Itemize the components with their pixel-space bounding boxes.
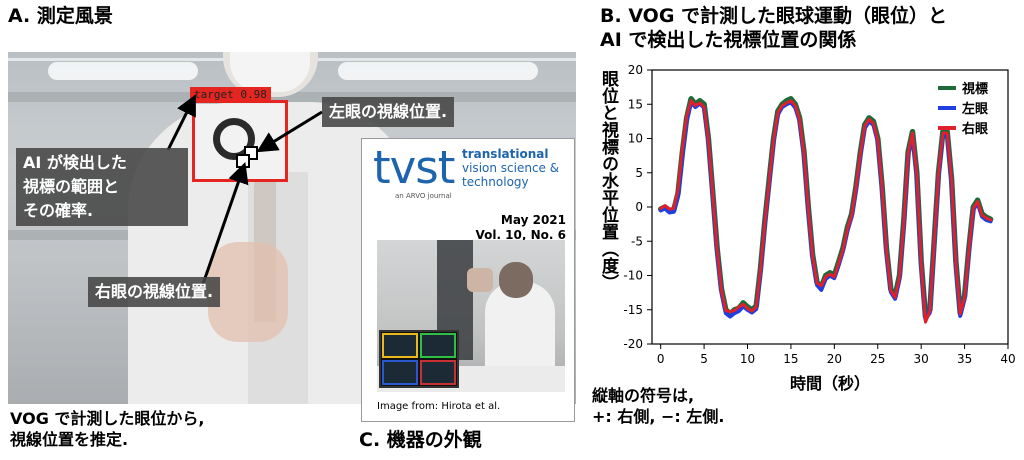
screen-quadrant bbox=[420, 333, 456, 358]
callout-left-eye: 左眼の視線位置. bbox=[322, 97, 455, 127]
screen-quadrant bbox=[382, 360, 418, 385]
x-tick-label: 5 bbox=[700, 352, 708, 366]
x-tick-label: 40 bbox=[1000, 352, 1015, 366]
journal-name-line-1: translational bbox=[462, 147, 549, 161]
issue-date: May 2021 bbox=[500, 213, 566, 227]
eye-position-chart: 0 5 10 15 20 25 30 35 40 -20 -15 -10 -5 0 5 10 15 20 視標左眼… bbox=[623, 63, 1015, 393]
journal-name: translational vision science & technolog… bbox=[462, 147, 572, 189]
detection-label: target 0.98 bbox=[190, 87, 271, 103]
x-tick-label: 15 bbox=[783, 352, 798, 366]
sign-note: 縦軸の符号は, +: 右側, −: 左側. bbox=[592, 385, 724, 427]
series-line bbox=[659, 99, 993, 324]
image-credit: Image from: Hirota et al. bbox=[377, 401, 501, 412]
cover-photo bbox=[377, 240, 565, 392]
callout-ai-detection: AI が検出した 視標の範囲と その確率. bbox=[16, 148, 188, 226]
arrow-to-left-eye bbox=[256, 110, 323, 153]
y-tick-label: 15 bbox=[628, 97, 643, 111]
panel-b-title-line-1: B. VOG で計測した眼球運動（眼位）と bbox=[600, 5, 948, 27]
subject-face bbox=[467, 268, 493, 292]
callout-ai-line-2: 視標の範囲と bbox=[23, 177, 120, 196]
wall-rail bbox=[8, 92, 576, 102]
panel-b-title: B. VOG で計測した眼球運動（眼位）と AI で検出した視標位置の関係 bbox=[600, 4, 947, 52]
x-tick-label: 20 bbox=[827, 352, 842, 366]
hand-holding-target bbox=[208, 242, 288, 342]
legend-label: 視標 bbox=[961, 81, 988, 97]
y-tick-label: 10 bbox=[628, 132, 643, 146]
x-axis-label: 時間（秒） bbox=[790, 374, 870, 393]
laptop-screen bbox=[379, 330, 459, 388]
journal-name-line-3: technology bbox=[462, 175, 529, 189]
y-tick-label: -20 bbox=[623, 337, 643, 351]
axis-ticks: 0 5 10 15 20 25 30 35 40 -20 -15 -10 -5 0 5 10 15 20 bbox=[623, 63, 1015, 366]
arrow-to-right-eye bbox=[201, 162, 249, 285]
y-tick-label: -15 bbox=[623, 303, 643, 317]
x-tick-label: 35 bbox=[957, 352, 972, 366]
face-mask bbox=[230, 52, 310, 92]
panel-a-title: A. 測定風景 bbox=[8, 5, 113, 27]
x-tick-label: 0 bbox=[657, 352, 665, 366]
journal-logo: tvst bbox=[373, 141, 455, 194]
panel-a-caption-line-2: 視線位置を推定. bbox=[10, 430, 129, 449]
callout-ai-line-1: AI が検出した bbox=[23, 153, 127, 172]
y-tick-label: 5 bbox=[635, 166, 643, 180]
sign-note-line-1: 縦軸の符号は, bbox=[592, 386, 695, 405]
panel-c-title: C. 機器の外観 bbox=[359, 429, 482, 451]
x-tick-label: 10 bbox=[740, 352, 755, 366]
panel-a-caption: VOG で計測した眼位から, 視線位置を推定. bbox=[10, 408, 205, 450]
panel-a-caption-line-1: VOG で計測した眼位から, bbox=[10, 409, 205, 428]
arrow-to-detection bbox=[166, 94, 196, 151]
panel-b-title-line-2: AI で検出した視標位置の関係 bbox=[600, 29, 857, 51]
issue-volume: Vol. 10, No. 6 bbox=[475, 228, 566, 242]
x-tick-label: 30 bbox=[914, 352, 929, 366]
landolt-ring-target bbox=[213, 118, 255, 160]
x-tick-label: 25 bbox=[870, 352, 885, 366]
legend-label: 右眼 bbox=[961, 121, 989, 137]
journal-name-line-2: vision science & bbox=[462, 161, 560, 175]
ceiling-light bbox=[338, 62, 538, 80]
y-tick-label: -5 bbox=[631, 234, 643, 248]
callout-right-eye: 右眼の視線位置. bbox=[88, 277, 221, 307]
callout-ai-line-3: その確率. bbox=[23, 201, 94, 220]
y-axis-label: 眼位と視標の水平位置（度） bbox=[598, 70, 618, 291]
legend-label: 左眼 bbox=[962, 101, 989, 117]
y-tick-label: -10 bbox=[623, 269, 643, 283]
journal-logo-subtitle: an ARVO journal bbox=[395, 192, 452, 200]
ceiling-light bbox=[48, 62, 198, 80]
screen-quadrant bbox=[420, 360, 456, 385]
y-tick-label: 20 bbox=[628, 63, 643, 77]
screen-quadrant bbox=[382, 333, 418, 358]
plot-lines bbox=[657, 96, 994, 324]
sign-note-line-2: +: 右側, −: 左側. bbox=[592, 407, 725, 426]
examiner-head bbox=[499, 262, 533, 298]
y-tick-label: 0 bbox=[635, 200, 643, 214]
journal-cover: tvst an ARVO journal translational visio… bbox=[361, 138, 575, 422]
callout-arrows bbox=[166, 94, 323, 285]
